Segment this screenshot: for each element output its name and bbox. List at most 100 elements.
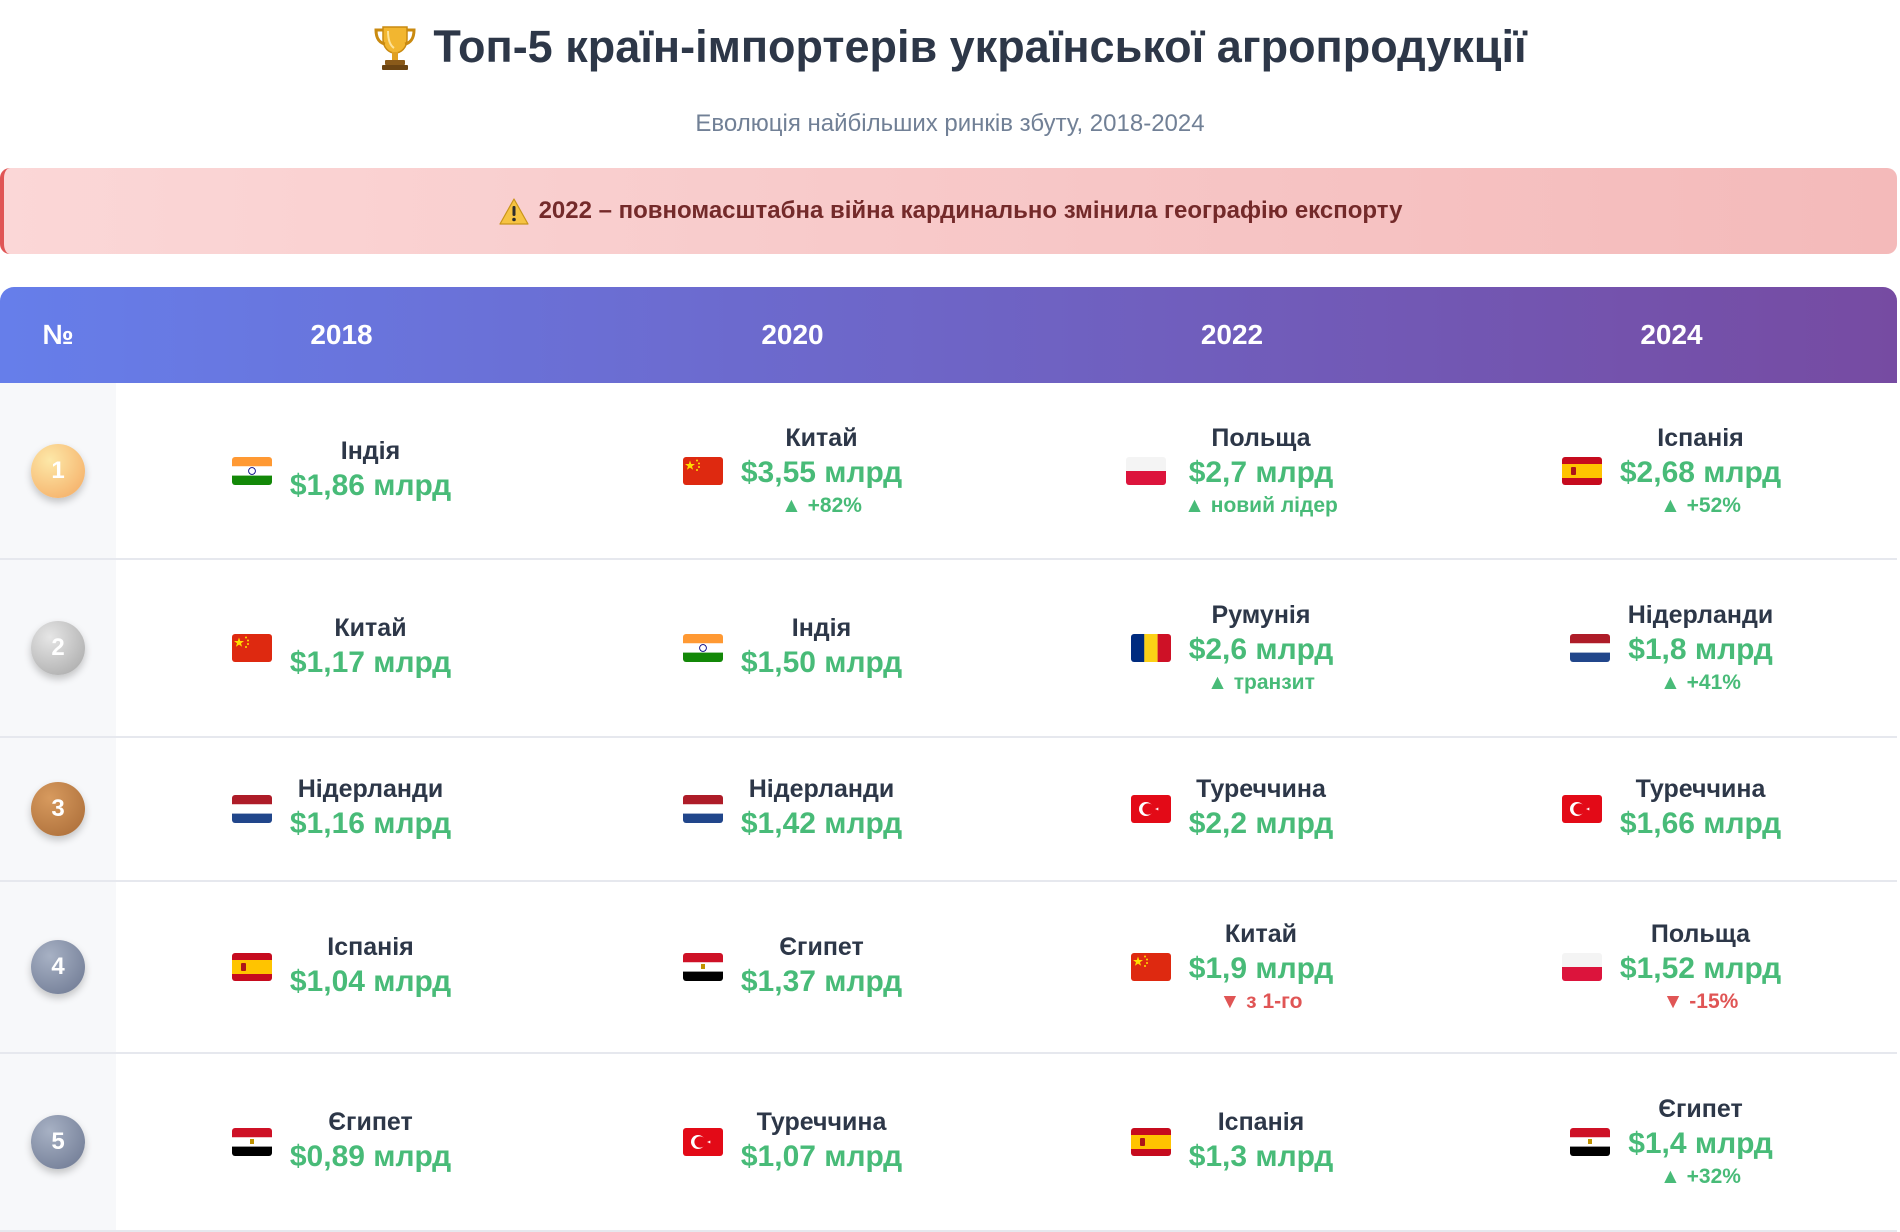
page-subtitle: Еволюція найбільших ринків збуту, 2018-2… xyxy=(695,110,1205,137)
rank-cell: 3 xyxy=(0,738,116,880)
rank-cell: 1 xyxy=(0,383,116,558)
country-cell: Єгипет $0,89 млрд xyxy=(116,1054,567,1230)
country-name: Туреччина xyxy=(1196,775,1326,803)
country-cell: Польща $1,52 млрд ▼ -15% xyxy=(1446,882,1897,1052)
column-header-2022: 2022 xyxy=(1200,319,1264,350)
country-info: Єгипет $1,37 млрд xyxy=(741,932,902,1002)
spain-flag xyxy=(1561,456,1602,485)
country-entry: Індія $1,50 млрд xyxy=(682,613,902,683)
country-cell: Нідерланди $1,8 млрд ▲ +41% xyxy=(1446,560,1897,736)
table-row: 1 Індія $1,86 млрд Китай $3,55 млрд ▲ +82% Пол… xyxy=(0,383,1897,560)
change-indicator-down: ▼ з 1-го xyxy=(1219,990,1303,1013)
rank-cell: 5 xyxy=(0,1054,116,1230)
import-value: $1,04 млрд xyxy=(289,965,452,998)
page-title: Топ-5 країн-імпортерів української агроп… xyxy=(0,21,1900,72)
import-value: $2,7 млрд xyxy=(1188,455,1334,489)
country-entry: Іспанія $2,68 млрд ▲ +52% xyxy=(1561,423,1781,519)
import-value: $0,89 млрд xyxy=(289,1140,452,1173)
import-value: $1,8 млрд xyxy=(1628,633,1773,666)
country-name: Індія xyxy=(340,436,401,465)
country-cell: Китай $1,9 млрд ▼ з 1-го xyxy=(1018,882,1446,1052)
country-info: Нідерланди $1,42 млрд xyxy=(741,774,902,844)
country-name: Туреччина xyxy=(756,1108,887,1136)
netherlands-flag xyxy=(231,795,272,823)
india-flag xyxy=(682,634,723,662)
country-name: Нідерланди xyxy=(748,775,895,803)
country-cell: Іспанія $1,3 млрд xyxy=(1018,1054,1446,1230)
country-name: Іспанія xyxy=(1657,423,1744,452)
import-value: $1,66 млрд xyxy=(1619,807,1782,840)
country-info: Китай $1,9 млрд ▼ з 1-го xyxy=(1189,919,1334,1015)
country-cell: Індія $1,86 млрд xyxy=(116,383,567,558)
country-info: Індія $1,86 млрд xyxy=(290,436,451,506)
country-info: Туреччина $1,66 млрд xyxy=(1620,774,1781,844)
country-name: Єгипет xyxy=(779,933,864,961)
import-value: $3,55 млрд xyxy=(740,455,903,489)
alert-text: 2022 – повномасштабна війна кардинально … xyxy=(538,197,1403,224)
table-row: 2 Китай $1,17 млрд Індія $1,50 млрд Румунія $2… xyxy=(0,560,1897,738)
country-entry: Туреччина $1,66 млрд xyxy=(1561,774,1781,844)
country-entry: Туреччина $2,2 млрд xyxy=(1130,774,1333,844)
country-cell: Іспанія $1,04 млрд xyxy=(116,882,567,1052)
poland-flag xyxy=(1561,953,1602,981)
war-alert-banner: 2022 – повномасштабна війна кардинально … xyxy=(0,168,1897,254)
country-name: Нідерланди xyxy=(297,775,444,803)
rank-badge: 5 xyxy=(31,1115,85,1169)
china-flag xyxy=(682,456,723,485)
change-indicator-up: ▲ новий лідер xyxy=(1184,493,1338,517)
import-value: $1,16 млрд xyxy=(289,807,452,840)
country-info: Польща $2,7 млрд ▲ новий лідер xyxy=(1184,423,1338,519)
country-entry: Іспанія $1,3 млрд xyxy=(1130,1107,1334,1177)
country-cell: Нідерланди $1,16 млрд xyxy=(116,738,567,880)
country-info: Румунія $2,6 млрд ▲ транзит xyxy=(1189,600,1334,696)
turkey-flag xyxy=(682,1128,723,1156)
country-name: Туреччина xyxy=(1635,775,1766,803)
table-body: 1 Індія $1,86 млрд Китай $3,55 млрд ▲ +82% Пол… xyxy=(0,383,1897,1232)
country-cell: Туреччина $1,66 млрд xyxy=(1446,738,1897,880)
country-entry: Єгипет $1,4 млрд ▲ +32% xyxy=(1570,1094,1773,1190)
import-value: $2,6 млрд xyxy=(1188,633,1334,666)
country-info: Іспанія $2,68 млрд ▲ +52% xyxy=(1620,423,1781,519)
column-header-2024: 2024 xyxy=(1640,319,1703,350)
country-name: Польща xyxy=(1650,920,1751,948)
table-header: № 2018 2020 2022 2024 xyxy=(0,287,1897,383)
column-header-2020: 2020 xyxy=(761,319,824,350)
header: Топ-5 країн-імпортерів української агроп… xyxy=(0,0,1900,138)
import-value: $1,3 млрд xyxy=(1188,1140,1334,1173)
country-name: Румунія xyxy=(1211,601,1311,629)
country-entry: Нідерланди $1,16 млрд xyxy=(231,774,451,844)
country-cell: Єгипет $1,4 млрд ▲ +32% xyxy=(1446,1054,1897,1230)
country-entry: Нідерланди $1,42 млрд xyxy=(682,774,902,844)
china-flag xyxy=(231,634,272,662)
table-row: 4 Іспанія $1,04 млрд Єгипет $1,37 млрд Китай $… xyxy=(0,882,1897,1054)
import-value: $1,42 млрд xyxy=(740,807,903,840)
table-row: 5 Єгипет $0,89 млрд Туреччина $1,07 млрд Іспа… xyxy=(0,1054,1897,1232)
egypt-flag xyxy=(1570,1128,1611,1156)
country-name: Китай xyxy=(1224,920,1298,948)
country-name: Індія xyxy=(791,614,852,642)
country-info: Єгипет $0,89 млрд xyxy=(290,1107,451,1177)
country-entry: Китай $1,9 млрд ▼ з 1-го xyxy=(1130,919,1334,1015)
import-value: $1,9 млрд xyxy=(1188,952,1334,985)
import-value: $1,52 млрд xyxy=(1619,952,1782,985)
country-cell: Румунія $2,6 млрд ▲ транзит xyxy=(1018,560,1446,736)
change-indicator-up: ▲ +32% xyxy=(1660,1165,1741,1188)
china-flag xyxy=(1130,953,1171,981)
import-value: $1,37 млрд xyxy=(740,965,903,998)
column-header-2018: 2018 xyxy=(310,319,373,350)
rank-cell: 2 xyxy=(0,560,116,736)
country-name: Китай xyxy=(334,614,407,642)
country-name: Польща xyxy=(1211,423,1311,452)
country-cell: Туреччина $1,07 млрд xyxy=(567,1054,1018,1230)
country-info: Нідерланди $1,16 млрд xyxy=(290,774,451,844)
country-entry: Єгипет $0,89 млрд xyxy=(231,1107,451,1177)
rank-badge: 2 xyxy=(31,621,85,675)
country-cell: Польща $2,7 млрд ▲ новий лідер xyxy=(1018,383,1446,558)
netherlands-flag xyxy=(682,795,723,823)
country-info: Іспанія $1,3 млрд xyxy=(1189,1107,1334,1177)
country-info: Іспанія $1,04 млрд xyxy=(290,932,451,1002)
import-value: $1,17 млрд xyxy=(289,646,452,679)
rank-badge: 3 xyxy=(31,782,85,836)
table-row: 3 Нідерланди $1,16 млрд Нідерланди $1,42 млр… xyxy=(0,738,1897,882)
turkey-flag xyxy=(1130,795,1171,823)
